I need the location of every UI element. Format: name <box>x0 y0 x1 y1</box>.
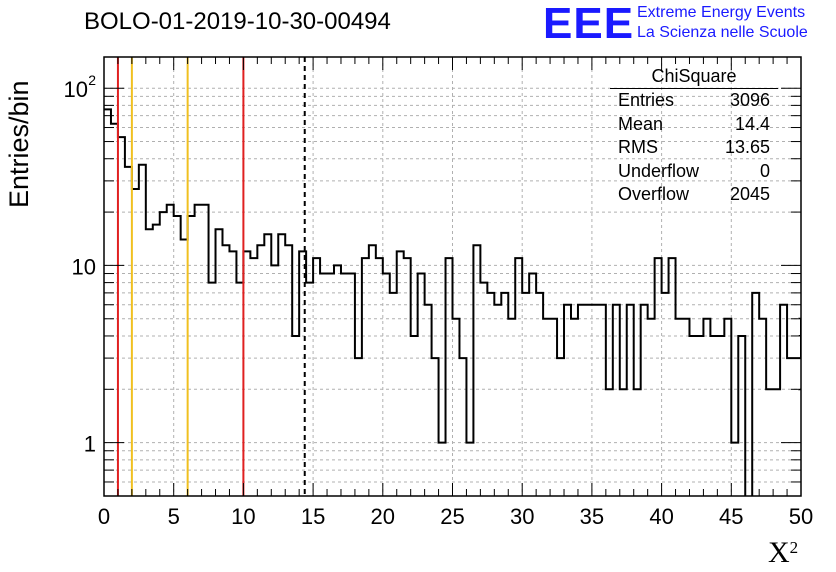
vertical-lines <box>116 57 306 496</box>
stats-label: Entries <box>618 90 675 110</box>
histogram-outline <box>104 108 801 496</box>
logo-line-2: La Scienza nelle Scuole <box>637 24 808 41</box>
x-axis-label-base: X <box>768 536 790 569</box>
x-tick-labels: 0 5 10 15 20 25 30 35 40 45 50 <box>98 504 813 529</box>
stats-label: Mean <box>618 113 664 134</box>
eee-logo: EEE <box>543 0 635 48</box>
x-tick-label: 10 <box>231 504 255 529</box>
x-tick-label: 25 <box>440 504 464 529</box>
stats-box: ChiSquare Entries 3096 Mean 14.4 RMS 13.65 … <box>610 64 778 207</box>
y-axis-label: Entries/bin <box>4 80 34 208</box>
stats-value: 3096 <box>729 90 770 110</box>
stats-row: RMS 13.65 <box>610 136 778 160</box>
stats-label: RMS <box>618 137 658 157</box>
axis-ticks <box>103 57 802 497</box>
x-axis-label: X2 <box>768 536 798 570</box>
stats-label: Overflow <box>618 184 690 204</box>
x-axis-label-sup: 2 <box>789 538 799 557</box>
y-tick-label: 10 <box>72 254 96 279</box>
stats-value: 13.65 <box>724 137 770 157</box>
x-tick-label: 15 <box>301 504 325 529</box>
y-tick-label-exponent: 2 <box>88 72 96 88</box>
stats-title: ChiSquare <box>610 64 778 89</box>
stats-label: Underflow <box>618 160 700 181</box>
stats-value: 0 <box>759 160 770 181</box>
stats-row: Underflow 0 <box>610 160 778 184</box>
x-tick-label: 35 <box>580 504 604 529</box>
x-tick-label: 30 <box>510 504 534 529</box>
stats-value: 14.4 <box>734 113 770 134</box>
stats-row: Entries 3096 <box>610 89 778 113</box>
stats-row: Overflow 2045 <box>610 183 778 207</box>
x-tick-label: 20 <box>371 504 395 529</box>
y-tick-label: 1 <box>84 432 96 457</box>
x-tick-label: 0 <box>98 504 110 529</box>
y-tick-label: 10 <box>64 77 88 102</box>
histogram <box>104 108 801 496</box>
x-tick-label: 50 <box>789 504 813 529</box>
x-tick-label: 40 <box>649 504 673 529</box>
x-tick-label: 5 <box>168 504 180 529</box>
x-tick-label: 45 <box>719 504 743 529</box>
chart-title: BOLO-01-2019-10-30-00494 <box>84 8 391 35</box>
logo-line-1: Extreme Energy Events <box>637 4 806 21</box>
stats-value: 2045 <box>729 184 770 204</box>
stats-row: Mean 14.4 <box>610 113 778 137</box>
